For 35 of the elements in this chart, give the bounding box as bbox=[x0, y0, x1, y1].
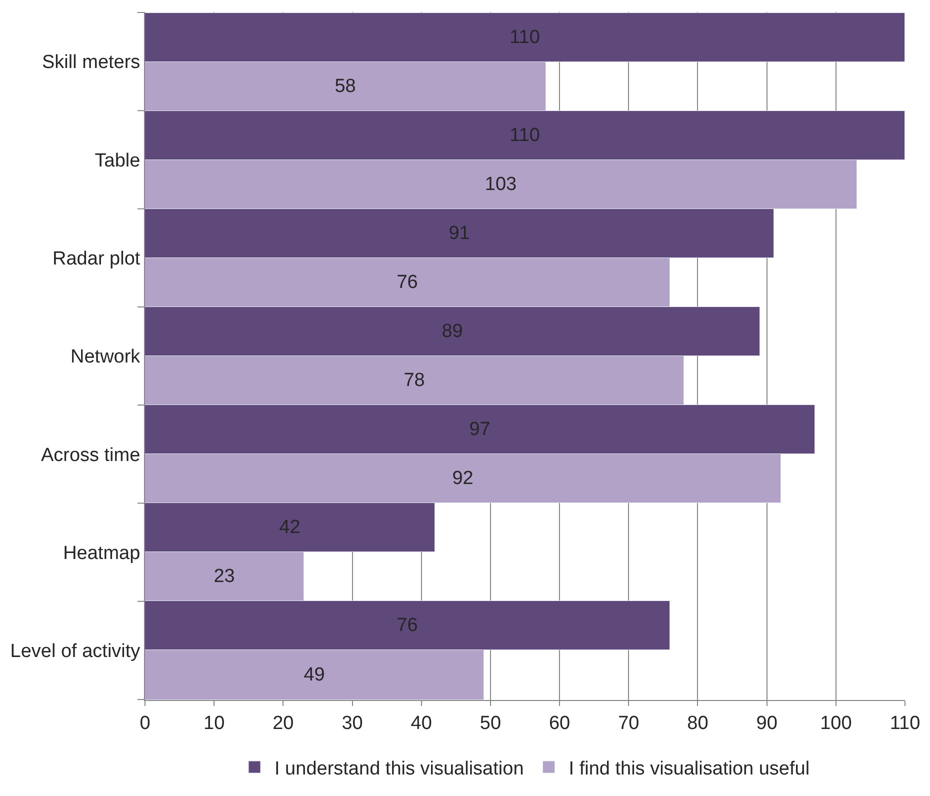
y-tick-label: Skill meters bbox=[42, 52, 140, 74]
x-tick-label: 110 bbox=[890, 712, 920, 734]
data-label: 97 bbox=[469, 418, 490, 440]
data-label: 78 bbox=[404, 370, 425, 391]
data-label: 89 bbox=[442, 320, 463, 342]
y-tick-label: Level of activity bbox=[10, 641, 141, 662]
x-tick-label: 50 bbox=[480, 712, 502, 734]
x-tick-label: 90 bbox=[756, 712, 778, 734]
y-tick-label: Heatmap bbox=[63, 542, 140, 564]
x-tick-label: 70 bbox=[618, 712, 640, 734]
y-tick-label: Network bbox=[70, 346, 141, 368]
x-tick-label: 0 bbox=[140, 712, 150, 734]
y-tick-label: Radar plot bbox=[52, 248, 141, 270]
x-tick-label: 10 bbox=[204, 712, 225, 734]
data-label: 92 bbox=[452, 468, 474, 489]
x-tick-label: 80 bbox=[687, 712, 708, 734]
data-label: 42 bbox=[279, 516, 300, 538]
data-label: 91 bbox=[448, 222, 470, 244]
legend-label: I understand this visualisation bbox=[274, 758, 524, 780]
data-label: 76 bbox=[396, 614, 418, 636]
x-tick-label: 60 bbox=[548, 712, 570, 734]
data-label: 23 bbox=[214, 566, 235, 587]
legend-label: I find this visualisation useful bbox=[568, 758, 810, 780]
data-label: 110 bbox=[510, 26, 540, 48]
x-tick-label: 20 bbox=[272, 712, 294, 734]
x-tick-label: 100 bbox=[820, 712, 852, 734]
data-label: 49 bbox=[304, 664, 325, 686]
x-tick-label: 40 bbox=[410, 712, 432, 734]
data-label: 103 bbox=[484, 174, 517, 195]
y-tick-label: Across time bbox=[40, 444, 140, 466]
data-label: 76 bbox=[396, 272, 418, 293]
data-label: 58 bbox=[334, 76, 356, 97]
data-label: 110 bbox=[510, 124, 540, 146]
x-tick-label: 30 bbox=[342, 712, 363, 734]
y-tick-label: Table bbox=[94, 150, 140, 172]
